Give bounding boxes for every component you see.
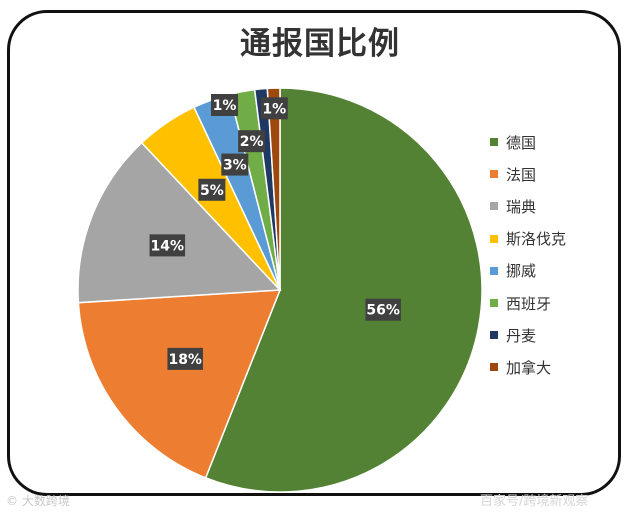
data-label-text: 2% [240, 134, 264, 150]
data-label-box [211, 93, 239, 116]
data-label-text: 18% [168, 352, 202, 368]
data-label-text: 1% [262, 101, 286, 117]
data-label-denmark: 1% [211, 93, 239, 116]
pie-slice-canada [266, 87, 281, 291]
data-label-box [198, 178, 226, 201]
data-label-box [167, 347, 203, 370]
legend-label: 丹麦 [506, 326, 537, 345]
data-label-box [238, 130, 266, 153]
legend-swatch [490, 363, 498, 372]
legend-swatch [490, 170, 498, 179]
data-label-text: 56% [366, 303, 400, 319]
pie-slice-germany [204, 87, 483, 493]
legend-item-germany: 德国 [490, 126, 610, 158]
pie-slice-sweden [77, 141, 282, 304]
data-label-text: 5% [200, 183, 224, 199]
watermark-right: 百家号/跨境新观察 [480, 494, 589, 509]
data-label-box [149, 234, 186, 257]
legend-swatch [490, 266, 498, 275]
data-label-box [365, 298, 401, 321]
legend-swatch [490, 202, 498, 211]
legend-item-denmark: 丹麦 [490, 319, 610, 351]
data-label-germany: 56% [365, 298, 401, 321]
legend-swatch [490, 299, 498, 308]
data-label-text: 3% [223, 158, 247, 174]
data-label-norway: 3% [221, 153, 249, 176]
data-label-slovakia: 5% [198, 178, 226, 201]
legend-label: 斯洛伐克 [506, 230, 567, 249]
legend-label: 西班牙 [506, 294, 552, 313]
legend-item-sweden: 瑞典 [490, 190, 610, 222]
legend-item-slovakia: 斯洛伐克 [490, 223, 610, 255]
legend-label: 加拿大 [506, 358, 552, 377]
chart-title: 通报国比例 [240, 26, 400, 62]
legend-swatch [490, 138, 498, 147]
watermark-left: © 大数跨境 [6, 494, 70, 508]
legend-swatch [490, 331, 498, 340]
legend-label: 挪威 [506, 262, 537, 281]
data-label-box [260, 97, 288, 120]
data-label-sweden: 14% [149, 234, 186, 257]
data-label-text: 14% [151, 238, 185, 254]
legend-item-france: 法国 [490, 158, 610, 190]
data-label-spain: 2% [238, 130, 266, 153]
chart-legend: 德国法国瑞典斯洛伐克挪威西班牙丹麦加拿大 [490, 126, 610, 384]
legend-item-spain: 西班牙 [490, 287, 610, 319]
data-label-france: 18% [167, 347, 203, 370]
legend-label: 瑞典 [506, 197, 537, 216]
legend-label: 法国 [506, 165, 537, 184]
legend-item-norway: 挪威 [490, 255, 610, 287]
data-label-canada: 1% [260, 97, 288, 120]
data-label-text: 1% [213, 98, 237, 114]
data-label-box [221, 153, 249, 176]
legend-item-canada: 加拿大 [490, 351, 610, 383]
legend-label: 德国 [506, 133, 537, 152]
legend-swatch [490, 234, 498, 243]
pie-slice-france [77, 289, 282, 479]
